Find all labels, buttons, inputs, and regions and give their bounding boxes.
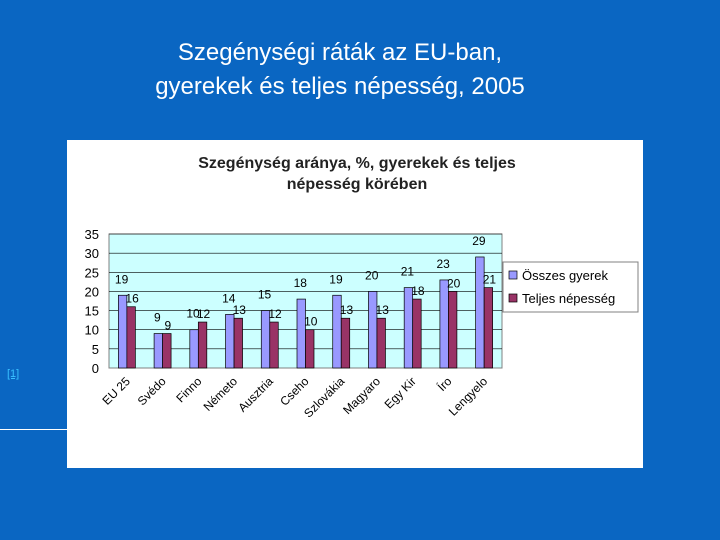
chart-title: Szegénység aránya, %, gyerekek és teljes… xyxy=(157,153,557,195)
bar xyxy=(118,294,128,369)
legend-label: Teljes népesség xyxy=(522,291,615,306)
data-label: 20 xyxy=(447,276,461,290)
bar xyxy=(269,321,279,369)
bar xyxy=(448,291,458,369)
data-label: 13 xyxy=(376,303,390,317)
x-tick-label: Németo xyxy=(201,374,241,414)
data-label: 9 xyxy=(164,319,171,333)
bar xyxy=(439,279,449,369)
bar xyxy=(376,317,386,369)
bar xyxy=(162,333,172,369)
y-tick-label: 30 xyxy=(85,246,99,261)
slide-title-line-1: Szegénységi ráták az EU-ban, xyxy=(177,39,503,66)
data-label: 13 xyxy=(233,303,247,317)
x-tick-label: Svédo xyxy=(135,374,169,408)
bar xyxy=(153,333,163,369)
x-tick-label: Magyaro xyxy=(340,374,383,417)
data-label: 18 xyxy=(411,284,425,298)
data-label: 14 xyxy=(222,291,236,305)
y-tick-label: 5 xyxy=(92,342,99,357)
legend-box xyxy=(502,261,639,313)
data-label: 21 xyxy=(401,265,415,279)
data-label: 10 xyxy=(186,307,200,321)
data-label: 19 xyxy=(115,272,129,286)
y-tick-label: 25 xyxy=(85,265,99,280)
legend-swatch xyxy=(508,293,518,303)
y-tick-label: 10 xyxy=(85,323,99,338)
bar xyxy=(197,321,208,369)
bar xyxy=(225,314,235,369)
data-label: 9 xyxy=(154,311,161,325)
bar xyxy=(483,287,493,369)
slide-title-line-2: gyerekek és teljes népesség, 2005 xyxy=(155,73,525,100)
footnote-link[interactable]: [1] xyxy=(7,368,20,380)
data-label: 10 xyxy=(304,315,318,329)
legend-label: Összes gyerek xyxy=(522,268,608,283)
chart-title-line-2: népesség körében xyxy=(286,176,428,193)
data-label: 12 xyxy=(197,307,211,321)
data-label: 19 xyxy=(329,272,343,286)
y-tick-label: 15 xyxy=(85,304,99,319)
data-label: 29 xyxy=(472,234,486,248)
x-tick-label: Egy Kir xyxy=(382,374,419,411)
chart-panel: Szegénység aránya, %, gyerekek és teljes… xyxy=(67,140,643,468)
divider-line xyxy=(0,429,68,430)
bar xyxy=(305,329,315,369)
bar xyxy=(189,329,199,369)
y-tick-label: 0 xyxy=(92,361,99,376)
x-tick-label: Finno xyxy=(173,374,204,405)
data-label: 20 xyxy=(365,268,379,282)
slide-title: Szegénységi ráták az EU-ban, gyerekek és… xyxy=(60,36,620,104)
data-label: 21 xyxy=(483,273,497,287)
x-tick-label: Lengyelo xyxy=(446,374,491,419)
data-label: 12 xyxy=(268,307,282,321)
bar xyxy=(340,317,351,369)
y-tick-label: 35 xyxy=(85,227,99,242)
bar xyxy=(403,287,414,369)
x-tick-label: Cseho xyxy=(277,374,312,409)
x-tick-label: Íro xyxy=(434,373,455,394)
bar xyxy=(412,298,422,369)
data-label: 13 xyxy=(340,303,354,317)
x-tick-label: EU 25 xyxy=(99,374,133,408)
x-tick-label: Ausztria xyxy=(235,374,276,415)
bar xyxy=(296,298,306,369)
data-label: 15 xyxy=(258,288,272,302)
data-label: 23 xyxy=(436,257,450,271)
bar xyxy=(126,306,136,369)
bar xyxy=(233,317,243,369)
legend-swatch xyxy=(508,270,518,280)
y-tick-label: 20 xyxy=(85,284,99,299)
data-label: 16 xyxy=(125,292,139,306)
data-label: 18 xyxy=(294,276,308,290)
chart-title-line-1: Szegénység aránya, %, gyerekek és teljes xyxy=(198,155,516,172)
